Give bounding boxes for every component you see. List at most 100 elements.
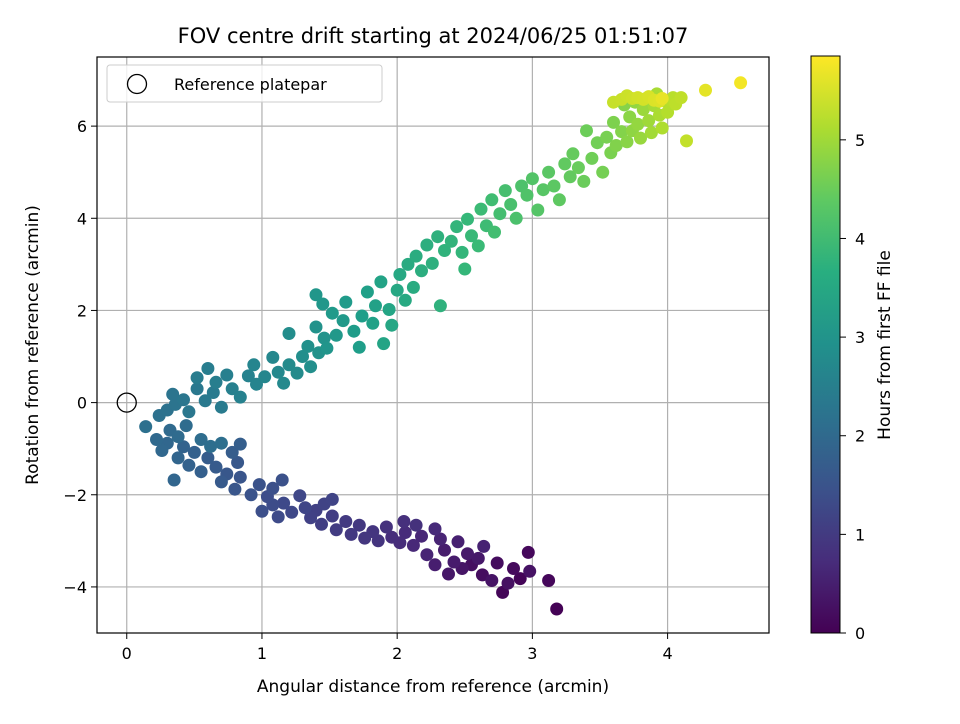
x-axis-label: Angular distance from reference (arcmin) [257,677,609,697]
data-point [385,530,399,544]
colorbar-tick-label: 3 [855,328,865,347]
legend-entry-reference-platepar: Reference platepar [174,75,327,94]
x-tick-label: 3 [527,644,537,663]
legend: Reference platepar [106,64,383,103]
data-point [285,505,299,519]
data-point [336,314,350,328]
data-point [655,121,669,135]
data-point [290,366,304,380]
data-point [293,489,307,503]
data-point [485,193,499,207]
data-point [485,574,499,587]
data-point [525,172,539,186]
data-point [339,515,353,528]
data-point [563,170,577,184]
data-point [277,376,291,390]
data-point [734,76,748,90]
data-point [471,239,485,253]
data-point [699,83,712,97]
data-point [461,547,474,561]
data-point [409,249,423,263]
data-point [615,125,629,139]
data-point [325,306,339,320]
data-point [304,511,318,525]
data-point [382,303,396,316]
plot-frame [96,56,770,634]
data-point [425,256,439,270]
data-point [374,275,388,289]
data-point [352,340,366,354]
data-point [401,257,415,271]
scatter-points [139,76,748,616]
data-point [255,504,269,518]
data-point [329,523,343,537]
data-point [352,518,366,532]
data-point [385,318,399,332]
data-point [542,574,556,587]
colorbar-label: Hours from first FF file [875,250,895,440]
x-tick-label: 2 [392,644,402,663]
data-point [420,548,434,562]
data-point [558,157,572,171]
data-point [171,451,185,465]
data-point [190,371,204,385]
data-point [536,183,550,197]
colorbar-gradient [810,55,841,634]
data-point [266,481,280,495]
x-tick-label: 1 [257,644,267,663]
data-point [187,445,201,459]
data-point [201,362,215,375]
y-tick-label: −4 [63,578,87,597]
data-point [428,558,442,572]
data-point [206,386,220,399]
data-point [271,365,285,379]
data-point [521,545,535,559]
data-point [531,203,545,217]
data-point [438,244,451,257]
data-point [247,358,261,372]
data-point [369,299,382,313]
data-point [488,225,501,239]
data-point [444,234,458,248]
data-point [360,285,374,299]
data-point [520,188,534,202]
data-point [390,283,404,297]
data-point [433,532,447,546]
data-point [209,460,223,474]
legend-box [106,64,383,103]
data-point [415,529,428,543]
legend-marker-icon [126,73,148,95]
data-point [442,567,455,581]
reference-marker-group [116,392,137,413]
data-point [275,473,289,487]
data-point [493,207,507,221]
data-point [201,451,215,465]
data-point [406,280,420,294]
data-point [566,147,580,161]
data-point [214,400,228,414]
data-point [204,439,218,453]
data-point [309,320,323,334]
data-point [194,433,208,446]
data-point [447,555,461,569]
data-point [339,295,353,309]
data-point [177,440,190,454]
data-point [366,316,380,330]
data-point [266,350,280,364]
data-point [182,458,196,472]
data-point [252,478,266,492]
data-point [177,393,190,407]
data-point [325,509,339,523]
colorbar-tick-label: 4 [855,229,865,248]
data-point [509,211,523,225]
colorbar-tick-label: 0 [855,624,865,643]
data-point [347,324,361,338]
data-point [355,309,369,323]
data-point [523,564,537,578]
data-point [475,568,489,582]
data-point [620,135,634,149]
data-point [674,91,688,105]
data-point [431,230,445,244]
data-point [631,117,645,131]
colorbar-tick-label: 1 [855,525,865,544]
